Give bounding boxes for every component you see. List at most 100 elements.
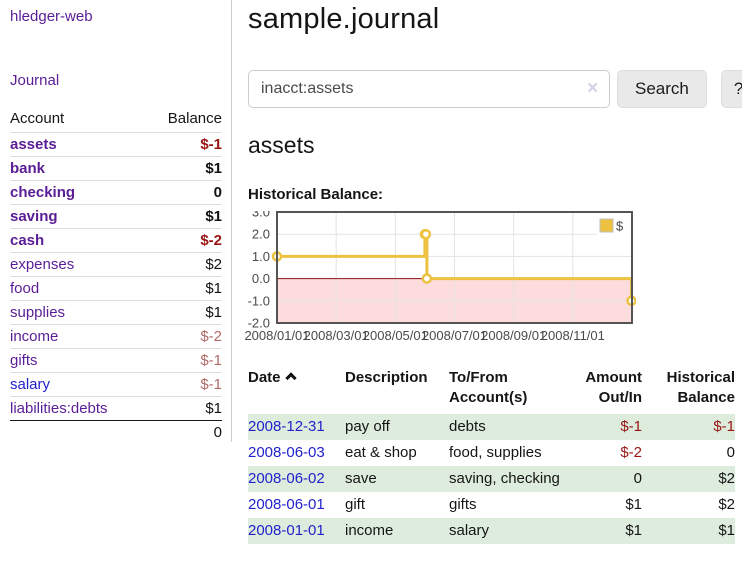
register-header-row: Date Description To/From Account(s) Amou…: [248, 367, 735, 414]
account-balance: $-2: [146, 324, 222, 349]
account-balance: 0: [146, 180, 222, 205]
main-content: sample.journal ✕ Search ? assets Histori…: [232, 0, 742, 582]
account-row: food $1: [10, 276, 222, 301]
account-link-gifts[interactable]: gifts: [10, 352, 38, 369]
app-brand: hledger-web: [10, 8, 222, 25]
account-link-liabilities-debts[interactable]: liabilities:debts: [10, 400, 108, 417]
account-heading: assets: [248, 132, 315, 158]
account-link-income[interactable]: income: [10, 328, 59, 345]
transaction-amount: $1: [625, 496, 642, 513]
brand-link[interactable]: hledger-web: [10, 8, 93, 25]
svg-text:-1.0: -1.0: [248, 293, 270, 308]
search-button[interactable]: Search: [617, 70, 707, 108]
transaction-amount: 0: [633, 470, 642, 487]
transaction-date-link[interactable]: 2008-01-01: [248, 522, 325, 539]
transaction-amount: $1: [625, 522, 642, 539]
chart-svg: $3.0 2.0 1.0 0.0 -1.0 -2.02008/01/012008/03/0…: [244, 211, 636, 343]
account-balance: $1: [146, 300, 222, 325]
svg-text:2008/09/01: 2008/09/01: [481, 328, 546, 343]
account-link-saving[interactable]: saving: [10, 208, 58, 225]
account-balance: $2: [146, 252, 222, 277]
account-row: supplies $1: [10, 300, 222, 325]
sort-ascending-icon: [284, 372, 297, 384]
accounts-table-header: Account Balance: [10, 106, 222, 133]
transaction-date-link[interactable]: 2008-06-03: [248, 444, 325, 461]
account-row: expenses $2: [10, 252, 222, 277]
transaction-description: gift: [345, 496, 366, 513]
search-input[interactable]: [248, 70, 610, 108]
account-column-header: Account: [10, 110, 65, 127]
account-link-supplies[interactable]: supplies: [10, 304, 66, 321]
register-header-description: Description: [345, 369, 428, 386]
account-balance: $-1: [146, 348, 222, 373]
account-link-cash[interactable]: cash: [10, 232, 45, 249]
account-link-expenses[interactable]: expenses: [10, 256, 75, 273]
register-row: 2008-12-31 pay off debts $-1 $-1: [248, 414, 735, 440]
account-row: income $-2: [10, 324, 222, 349]
account-row: gifts $-1: [10, 348, 222, 373]
register-table: Date Description To/From Account(s) Amou…: [248, 367, 735, 544]
register-header-accounts: To/From Account(s): [449, 369, 528, 406]
transaction-balance: 0: [726, 444, 735, 461]
account-balance: $1: [146, 156, 222, 181]
account-row: bank $1: [10, 156, 222, 181]
svg-text:0.0: 0.0: [252, 271, 270, 286]
transaction-balance: $2: [718, 496, 735, 513]
transaction-accounts: debts: [449, 418, 486, 435]
account-row: assets $-1: [10, 132, 222, 157]
transaction-date-link[interactable]: 2008-06-01: [248, 496, 325, 513]
account-balance: $1: [146, 276, 222, 301]
account-link-salary[interactable]: salary: [10, 376, 51, 393]
journal-nav: Journal: [10, 72, 222, 89]
transaction-amount: $-2: [620, 444, 642, 461]
svg-text:2.0: 2.0: [252, 227, 270, 242]
svg-text:$: $: [616, 219, 624, 234]
transaction-accounts: gifts: [449, 496, 477, 513]
transaction-amount: $-1: [620, 418, 642, 435]
transaction-accounts: salary: [449, 522, 490, 539]
svg-text:2008/03/01: 2008/03/01: [304, 328, 369, 343]
balance-column-header: Balance: [167, 110, 222, 127]
svg-text:2008/05/01: 2008/05/01: [363, 328, 428, 343]
sidebar-item-journal[interactable]: Journal: [10, 72, 60, 89]
register-row: 2008-06-01 gift gifts $1 $2: [248, 492, 735, 518]
sidebar: hledger-web Journal Account Balance asse…: [0, 0, 232, 444]
account-row: liabilities:debts $1: [10, 396, 222, 421]
account-link-assets[interactable]: assets: [10, 136, 57, 153]
search-form: ✕ Search ?: [248, 70, 742, 108]
help-button[interactable]: ?: [720, 70, 742, 108]
register-header-balance: Historical Balance: [666, 369, 735, 406]
transaction-balance: $1: [718, 522, 735, 539]
register-header-date[interactable]: Date: [248, 367, 345, 414]
accounts-table: Account Balance assets $-1 bank $1 check…: [10, 106, 222, 444]
account-link-bank[interactable]: bank: [10, 160, 46, 177]
svg-text:2008/11/01: 2008/11/01: [541, 328, 605, 343]
account-balance: $-1: [146, 132, 222, 157]
transaction-description: pay off: [345, 418, 390, 435]
account-row: checking 0: [10, 180, 222, 205]
transaction-description: save: [345, 470, 377, 487]
svg-text:3.0: 3.0: [252, 211, 270, 220]
account-balance: $-1: [146, 372, 222, 397]
register-header-amount: Amount Out/In: [585, 369, 642, 406]
transaction-date-link[interactable]: 2008-06-02: [248, 470, 325, 487]
account-link-checking[interactable]: checking: [10, 184, 76, 201]
svg-text:2008/07/01: 2008/07/01: [422, 328, 487, 343]
register-row: 2008-06-02 save saving, checking 0 $2: [248, 466, 735, 492]
account-row: cash $-2: [10, 228, 222, 253]
transaction-description: eat & shop: [345, 444, 417, 461]
transaction-accounts: saving, checking: [449, 470, 560, 487]
register-row: 2008-01-01 income salary $1 $1: [248, 518, 735, 544]
clear-search-icon[interactable]: ✕: [586, 80, 599, 97]
svg-text:2008/01/01: 2008/01/01: [244, 328, 309, 343]
transaction-balance: $-1: [713, 418, 735, 435]
account-link-food[interactable]: food: [10, 280, 40, 297]
transaction-accounts: food, supplies: [449, 444, 542, 461]
page-title: sample.journal: [248, 3, 440, 35]
transaction-date-link[interactable]: 2008-12-31: [248, 418, 325, 435]
register-row: 2008-06-03 eat & shop food, supplies $-2…: [248, 440, 735, 466]
account-balance: $1: [146, 396, 222, 421]
accounts-total-row: 0: [10, 420, 222, 444]
transaction-balance: $2: [718, 470, 735, 487]
account-row: salary $-1: [10, 372, 222, 397]
